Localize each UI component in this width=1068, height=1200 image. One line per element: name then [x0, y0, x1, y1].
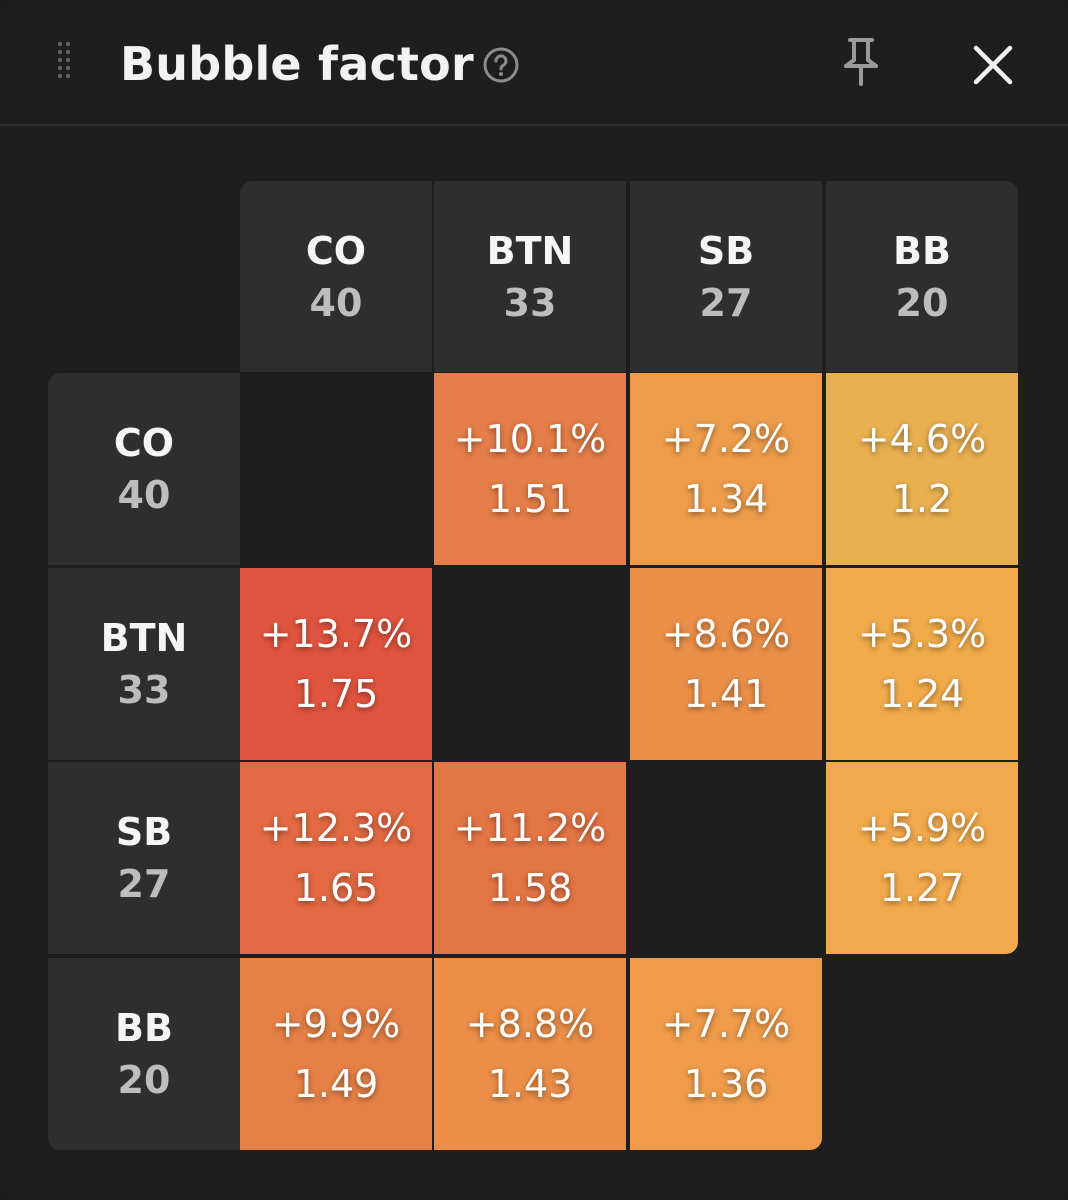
position-name: BB	[893, 228, 951, 273]
bubble-factor-value: 1.41	[683, 672, 769, 716]
risk-premium-value: +5.3%	[857, 612, 987, 656]
risk-premium-value: +7.7%	[661, 1002, 791, 1046]
row-header-sb: SB 27	[48, 762, 240, 954]
position-name: BTN	[100, 616, 188, 660]
position-stack: 33	[503, 280, 557, 325]
cell-btn-vs-co[interactable]: +13.7% 1.75	[240, 568, 432, 760]
risk-premium-value: +7.2%	[661, 417, 791, 461]
cell-co-vs-bb[interactable]: +4.6% 1.2	[826, 373, 1018, 565]
bubble-factor-value: 1.49	[293, 1062, 379, 1106]
drag-handle-icon[interactable]	[56, 40, 74, 84]
bubble-factor-value: 1.24	[879, 672, 965, 716]
cell-co-vs-sb[interactable]: +7.2% 1.34	[630, 373, 822, 565]
bubble-factor-value: 1.34	[683, 477, 769, 521]
position-name: BB	[115, 1006, 173, 1050]
bubble-factor-value: 1.51	[487, 477, 573, 521]
position-name: SB	[115, 810, 173, 854]
position-stack: 40	[309, 280, 363, 325]
help-circle-icon[interactable]	[482, 46, 520, 84]
bubble-factor-value: 1.65	[293, 866, 379, 910]
column-header-sb: SB 27	[630, 181, 822, 372]
empty-cell	[630, 762, 822, 954]
cell-bb-vs-btn[interactable]: +8.8% 1.43	[434, 958, 626, 1150]
risk-premium-value: +8.6%	[661, 612, 791, 656]
risk-premium-value: +4.6%	[857, 417, 987, 461]
position-name: CO	[113, 421, 175, 465]
panel-title: Bubble factor	[120, 37, 474, 91]
risk-premium-value: +10.1%	[453, 417, 607, 461]
column-header-co: CO 40	[240, 181, 432, 372]
position-name: SB	[697, 228, 755, 273]
bubble-factor-value: 1.43	[487, 1062, 573, 1106]
bubble-factor-value: 1.58	[487, 866, 573, 910]
cell-btn-vs-bb[interactable]: +5.3% 1.24	[826, 568, 1018, 760]
bubble-factor-value: 1.2	[891, 477, 953, 521]
cell-bb-vs-co[interactable]: +9.9% 1.49	[240, 958, 432, 1150]
risk-premium-value: +13.7%	[259, 612, 413, 656]
position-name: CO	[305, 228, 367, 273]
bubble-factor-value: 1.27	[879, 866, 965, 910]
risk-premium-value: +9.9%	[271, 1002, 401, 1046]
cell-sb-vs-bb[interactable]: +5.9% 1.27	[826, 762, 1018, 954]
position-stack: 20	[117, 1058, 171, 1102]
risk-premium-value: +5.9%	[857, 806, 987, 850]
risk-premium-value: +11.2%	[453, 806, 607, 850]
position-stack: 33	[117, 668, 171, 712]
row-header-co: CO 40	[48, 373, 240, 565]
empty-cell	[434, 568, 626, 760]
cell-sb-vs-btn[interactable]: +11.2% 1.58	[434, 762, 626, 954]
pin-icon[interactable]	[842, 36, 880, 88]
position-stack: 40	[117, 473, 171, 517]
column-header-btn: BTN 33	[434, 181, 626, 372]
cell-co-vs-btn[interactable]: +10.1% 1.51	[434, 373, 626, 565]
position-stack: 27	[699, 280, 753, 325]
close-icon[interactable]	[972, 44, 1014, 86]
position-name: BTN	[486, 228, 574, 273]
row-header-btn: BTN 33	[48, 568, 240, 760]
risk-premium-value: +8.8%	[465, 1002, 595, 1046]
empty-cell	[826, 958, 1018, 1150]
position-stack: 20	[895, 280, 949, 325]
row-header-bb: BB 20	[48, 958, 240, 1150]
empty-cell	[240, 373, 432, 565]
risk-premium-value: +12.3%	[259, 806, 413, 850]
panel-header: Bubble factor	[0, 0, 1068, 126]
bubble-factor-value: 1.36	[683, 1062, 769, 1106]
position-stack: 27	[117, 862, 171, 906]
cell-btn-vs-sb[interactable]: +8.6% 1.41	[630, 568, 822, 760]
cell-bb-vs-sb[interactable]: +7.7% 1.36	[630, 958, 822, 1150]
cell-sb-vs-co[interactable]: +12.3% 1.65	[240, 762, 432, 954]
bubble-factor-value: 1.75	[293, 672, 379, 716]
column-header-bb: BB 20	[826, 181, 1018, 372]
